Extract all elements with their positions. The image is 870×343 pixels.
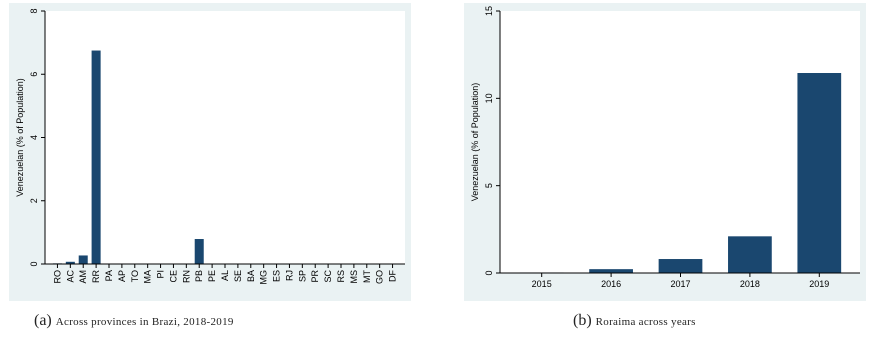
x-tick-label: PA	[104, 270, 114, 281]
x-tick-label: 2017	[670, 279, 690, 289]
chart-a: 0 2 4 6 8 RO AC AM RR PA AP TO MA PI CE RN PB PE AL SE BA MG E…	[15, 8, 405, 285]
x-tick-label: ES	[272, 270, 282, 282]
plot-area	[45, 11, 405, 264]
x-tick-label: RO	[52, 270, 62, 284]
x-tick-label: PB	[194, 270, 204, 282]
y-axis-title: Venezuelan (% of Population)	[470, 83, 480, 202]
y-tick-label: 15	[484, 6, 494, 16]
bar-2016	[589, 269, 633, 273]
x-tick-label: MA	[143, 270, 153, 284]
x-tick-label: AP	[117, 270, 127, 282]
chart-b-panel: 0 5 10 15 2015 2016 2017 2018 2019 Venezuelan (% …	[464, 3, 866, 301]
bar-2018	[728, 236, 772, 273]
x-tick-label: RN	[181, 270, 191, 283]
bar-2019	[797, 73, 842, 273]
y-tick-label: 0	[484, 270, 494, 275]
bar-2017	[658, 259, 703, 273]
x-tick-label: MS	[349, 270, 359, 284]
y-tick-label: 2	[29, 198, 39, 203]
caption-b: (b) Roraima across years	[573, 312, 696, 330]
bar-AC	[65, 261, 75, 264]
x-tick-label: CE	[168, 270, 178, 283]
x-tick-label: SC	[323, 270, 333, 283]
caption-b-text: Roraima across years	[595, 316, 696, 328]
y-tick-label: 4	[29, 135, 39, 140]
y-tick-label: 5	[484, 183, 494, 188]
x-tick-label: AC	[65, 270, 75, 283]
x-tick-label: MG	[259, 270, 269, 285]
x-tick-label: RR	[91, 270, 101, 283]
x-tick-label: BA	[246, 270, 256, 282]
x-tick-label: PE	[207, 270, 217, 282]
x-tick-label: 2018	[740, 279, 760, 289]
x-tick-label: TO	[130, 270, 140, 282]
caption-a: (a) Across provinces in Brazi, 2018-2019	[34, 312, 234, 330]
y-tick-label: 0	[29, 261, 39, 266]
bar-AM	[78, 255, 88, 264]
x-tick-label: SP	[297, 270, 307, 282]
x-tick-label: MT	[362, 270, 372, 283]
caption-a-text: Across provinces in Brazi, 2018-2019	[55, 316, 234, 328]
y-tick-label: 10	[484, 93, 494, 103]
y-tick-label: 8	[29, 8, 39, 13]
caption-b-label: (b)	[573, 312, 592, 329]
x-tick-label: 2015	[532, 279, 552, 289]
x-tick-label: DF	[388, 270, 398, 282]
x-tick-label: 2019	[809, 279, 829, 289]
x-tick-label: RS	[336, 270, 346, 283]
caption-a-label: (a)	[34, 312, 52, 329]
x-tick-label: PI	[156, 270, 166, 279]
chart-a-panel: 0 2 4 6 8 RO AC AM RR PA AP TO MA PI CE RN PB PE AL SE BA MG E…	[9, 3, 411, 301]
x-tick-label: SE	[233, 270, 243, 282]
x-tick-label: 2016	[601, 279, 621, 289]
x-tick-label: RJ	[284, 270, 294, 281]
y-axis-title: Venezuelan (% of Population)	[15, 78, 25, 197]
x-tick-label: PR	[310, 270, 320, 283]
x-tick-label: GO	[375, 270, 385, 284]
bar-RR	[91, 50, 101, 264]
x-tick-label: AL	[220, 270, 230, 281]
chart-b: 0 5 10 15 2015 2016 2017 2018 2019 Venezuelan (% …	[470, 6, 860, 289]
bar-PB	[194, 239, 204, 264]
y-tick-label: 6	[29, 72, 39, 77]
x-tick-label: AM	[78, 270, 88, 284]
